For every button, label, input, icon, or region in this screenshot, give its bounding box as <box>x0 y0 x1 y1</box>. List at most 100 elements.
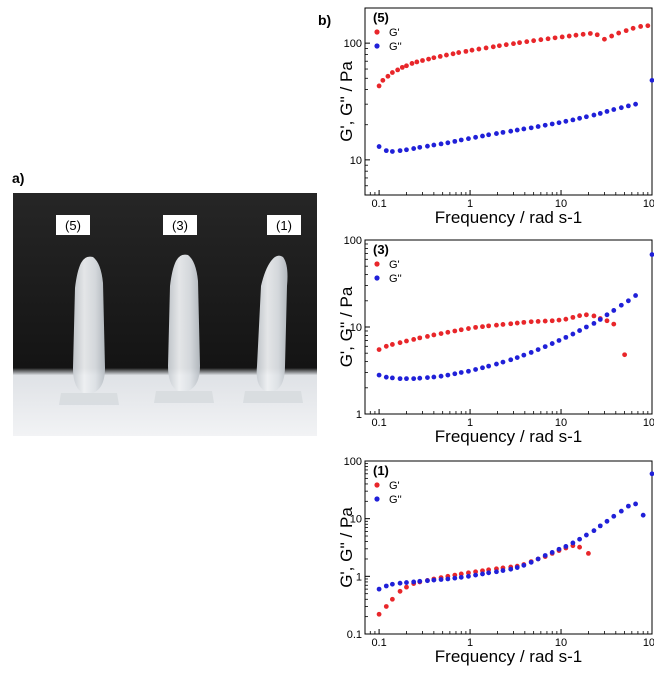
plot-1-x-tick-label: 100 <box>643 198 654 210</box>
plot-1-series-1-point <box>420 58 425 63</box>
plot-3-series-2-point <box>404 580 409 585</box>
plot-1-x-tick-label: 1 <box>467 198 473 210</box>
plot-3-series-2-point <box>494 569 499 575</box>
plot-1-series-1-point <box>404 63 409 69</box>
vial-label-box-1 <box>267 215 301 235</box>
vial-label-1: (1) <box>276 218 292 233</box>
plot-1-series-1-point <box>587 31 593 36</box>
plot-1-series-2-point <box>397 148 403 154</box>
plot-2-series-1-point <box>570 314 576 320</box>
plot-1-series-2-point <box>404 147 409 153</box>
plot-2-x-tick-label: 0.1 <box>371 417 386 429</box>
plot-1-series-2-point <box>583 114 589 120</box>
plot-1-series-2-point <box>508 128 514 134</box>
plot-3-series-2-point <box>611 513 617 519</box>
plot-1-series-1-point <box>437 53 443 59</box>
plot-1-series-2-point <box>570 117 576 123</box>
plot-3-series-2-point <box>640 512 646 518</box>
plot-2-panel-label: (3) <box>373 242 389 257</box>
plot-3-series-2-point <box>625 503 631 509</box>
plot-3-series-2-point <box>577 536 582 542</box>
plot-3-series-2-point <box>556 546 562 552</box>
plot-1-series-2-point <box>556 120 562 126</box>
plot-3-legend-label: G'' <box>389 494 402 506</box>
plot-3-x-tick-label: 10 <box>555 637 567 649</box>
plot-2-series-1-point <box>604 318 610 324</box>
plot-2-series-1-point <box>535 318 541 324</box>
plot-3-series-2-point <box>466 573 471 579</box>
vial-label-5: (5) <box>65 218 81 233</box>
plot-2-series-2-point <box>508 357 514 363</box>
plot-1-series-1-point <box>476 46 482 52</box>
plot-1-series-2-point <box>486 132 492 138</box>
vial-label-box-3 <box>163 215 197 235</box>
vial-label-box-5 <box>56 215 90 235</box>
plot-3-series-1-point <box>466 570 471 576</box>
plot-1-series-2-point <box>411 146 417 151</box>
plot-1-series-2-point <box>521 126 527 132</box>
plot-1-series-2-point <box>458 137 464 143</box>
plot-1-series-1-point <box>517 40 522 46</box>
plot-2-series-2-point <box>611 308 617 313</box>
plot-1-y-axis-label: G', G'' / Pa <box>340 61 356 142</box>
plot-3-series-1-point <box>458 571 464 577</box>
plot-3-series-2-point <box>591 528 597 534</box>
plot-3-series-2-point <box>583 532 589 538</box>
plot-2-series-1-point <box>500 322 506 327</box>
plot-2-series-1-point <box>542 318 548 324</box>
plot-2-series-1-point <box>508 321 514 327</box>
plot-3-series-2-point <box>376 586 382 592</box>
plot-3-x-axis-label: Frequency / rad s-1 <box>435 647 582 666</box>
panel-a-label: a) <box>12 170 25 186</box>
plot-1-series-2-point <box>480 133 485 139</box>
plot-1-series-1-point <box>545 36 551 42</box>
plot-2-series-2-point <box>438 373 444 379</box>
plot-2-series-1-point <box>431 332 437 338</box>
plot-1-series-1-point <box>444 52 449 58</box>
plot-3-series-2-point <box>528 559 534 565</box>
plot-1-series-2-point <box>445 140 451 146</box>
plot-1-series-2-point <box>425 143 430 149</box>
plot-3-legend-marker <box>374 482 380 488</box>
plot-2-y-tick-label: 10 <box>350 322 362 334</box>
plot-3-y-tick-label: 10 <box>350 514 362 526</box>
plot-3-series-1-point <box>383 604 389 609</box>
plot-1-series-1-point <box>602 36 607 42</box>
plot-1-x-tick-label: 0.1 <box>371 198 386 210</box>
plot-3-series-2-point <box>417 578 423 584</box>
plot-2-series-1-point <box>622 352 628 358</box>
plot-3-series-2-point <box>535 556 541 562</box>
plot-1-series-1-point <box>431 55 437 61</box>
plot-2-series-2-point <box>480 365 485 371</box>
plot-2-frame <box>364 239 653 415</box>
plot-2-series-1-point <box>563 316 569 322</box>
plot-3-series-2-point <box>549 550 555 555</box>
plot-1-series-1-point <box>414 59 420 65</box>
plot-1-series-2-point <box>376 144 382 149</box>
plot-2-series-2-point <box>458 370 464 375</box>
plot-2-series-1-point <box>397 340 403 346</box>
vial-label-3: (3) <box>172 218 188 233</box>
plot-2-series-2-point <box>625 298 631 304</box>
plot-2-series-1-point <box>486 323 492 329</box>
plot-3-legend-label: G' <box>389 480 400 492</box>
plot-3-series-2-point <box>521 562 527 568</box>
plot-3-y-tick-label: 100 <box>344 456 362 468</box>
plot-3-y-tick-label: 1 <box>356 571 362 583</box>
plot-1-series-1-point <box>538 37 544 43</box>
plot-3-series-2-point <box>473 572 478 578</box>
plot-3-series-2-point <box>618 508 624 514</box>
plot-1-series-1-point <box>609 33 615 39</box>
plot-3-series-2-point <box>542 553 548 558</box>
plot-2-series-2-point <box>466 368 471 374</box>
plot-3-legend-marker <box>374 496 380 502</box>
plot-3-series-2-point <box>458 574 464 580</box>
plot-1-series-2-point <box>549 121 555 127</box>
plot-3-series-1-point <box>586 550 591 556</box>
plot-2-x-tick-label: 10 <box>555 417 567 429</box>
plot-2-series-2-point <box>514 355 520 360</box>
plot-3-x-tick-label: 100 <box>643 637 654 649</box>
plot-1-series-2-point <box>528 125 534 131</box>
plot-2-x-tick-label: 1 <box>467 417 473 429</box>
plot-3-series-2-point <box>445 576 451 582</box>
